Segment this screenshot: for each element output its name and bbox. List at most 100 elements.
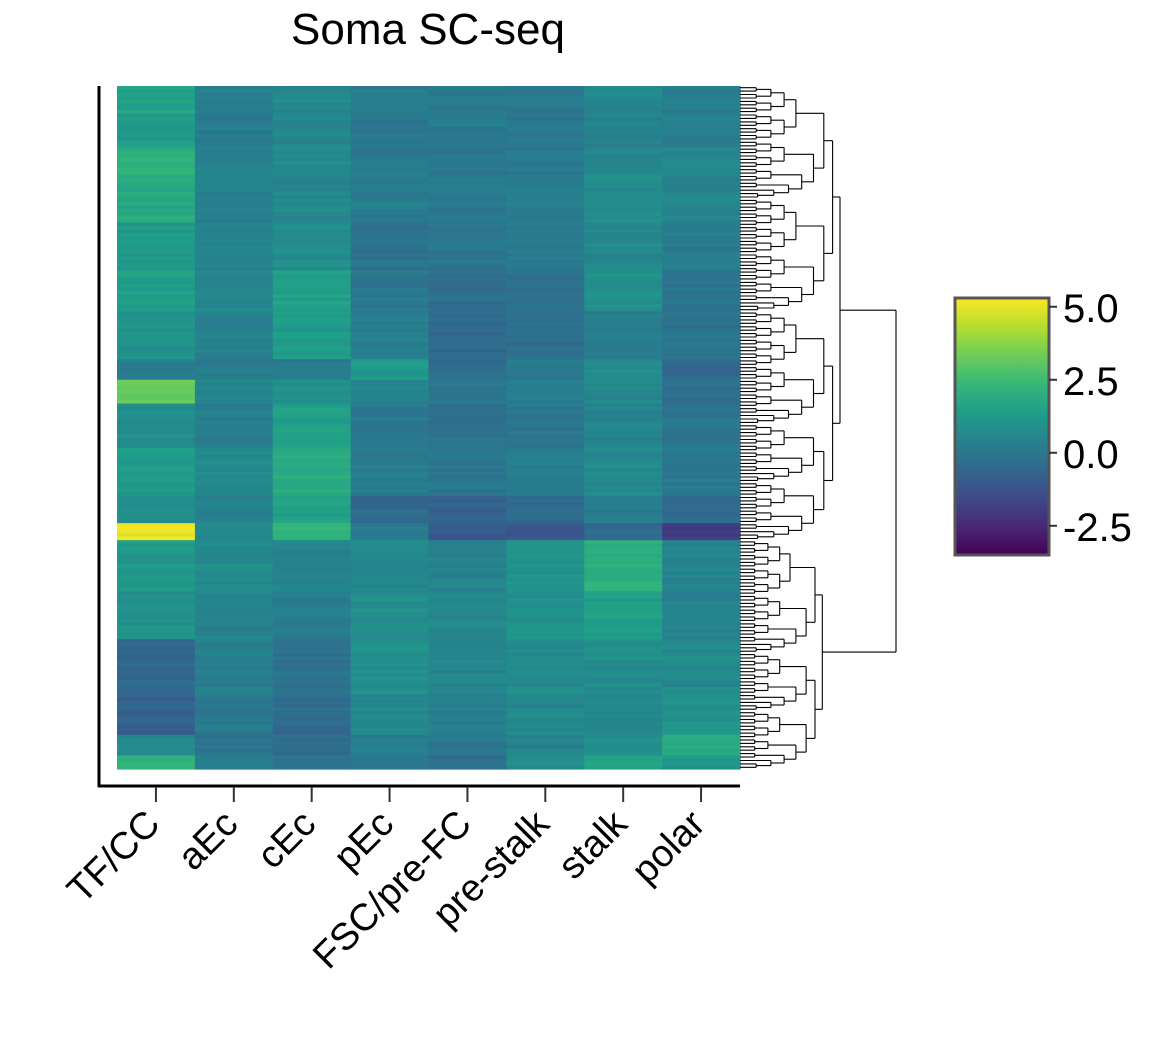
heatmap-cell (117, 581, 196, 586)
heatmap-cell (584, 284, 663, 289)
heatmap-cell (194, 581, 274, 586)
heatmap-cell (506, 533, 585, 538)
heatmap-cell (506, 345, 585, 350)
heatmap-cell (662, 150, 741, 155)
heatmap-cell (350, 584, 430, 589)
heatmap-cell (272, 280, 352, 285)
heatmap-cell (506, 407, 585, 412)
heatmap-cell (272, 400, 352, 405)
heatmap-cell (350, 348, 430, 353)
heatmap-cell (506, 618, 585, 623)
heatmap-cell (428, 738, 507, 743)
heatmap-cell (506, 724, 585, 729)
heatmap-cell (428, 407, 507, 412)
heatmap-cell (584, 123, 663, 128)
heatmap-cell (428, 628, 507, 633)
heatmap-cell (506, 263, 585, 268)
heatmap-cell (117, 331, 196, 336)
heatmap-cell (194, 704, 274, 709)
heatmap-cell (272, 707, 352, 712)
heatmap-cell (662, 92, 741, 97)
heatmap-cell (194, 646, 274, 651)
heatmap-cell (584, 338, 663, 343)
heatmap-cell (350, 154, 430, 159)
heatmap-cell (506, 652, 585, 657)
heatmap-cell (272, 113, 352, 118)
heatmap-cell (194, 642, 274, 647)
heatmap-cell (350, 570, 430, 575)
heatmap-cell (428, 734, 507, 739)
heatmap-cell (584, 239, 663, 244)
heatmap-cell (428, 659, 507, 664)
heatmap-cell (117, 495, 196, 500)
heatmap-cell (584, 632, 663, 637)
heatmap-cell (272, 444, 352, 449)
heatmap-cell (506, 205, 585, 210)
heatmap-cell (194, 574, 274, 579)
heatmap-cell (272, 482, 352, 487)
heatmap-cell (662, 359, 741, 364)
heatmap-cell (194, 321, 274, 326)
heatmap-cell (350, 239, 430, 244)
heatmap-cell (194, 314, 274, 319)
heatmap-cell (428, 229, 507, 234)
heatmap-cell (350, 185, 430, 190)
heatmap-cell (584, 212, 663, 217)
heatmap-cell (194, 458, 274, 463)
heatmap-cell (506, 236, 585, 241)
heatmap-cell (428, 103, 507, 108)
heatmap-cell (428, 273, 507, 278)
heatmap-cell (662, 314, 741, 319)
heatmap-cell (584, 502, 663, 507)
heatmap-cell (428, 468, 507, 473)
heatmap-cell (117, 362, 196, 367)
heatmap-cell (506, 362, 585, 367)
heatmap-cell (584, 352, 663, 357)
heatmap-cell (428, 437, 507, 442)
heatmap-cell (350, 717, 430, 722)
heatmap-cell (662, 188, 741, 193)
heatmap-cell (272, 564, 352, 569)
heatmap-cell (272, 116, 352, 121)
heatmap-cell (194, 611, 274, 616)
heatmap-cell (584, 690, 663, 695)
heatmap-cell (428, 157, 507, 162)
heatmap-cell (194, 721, 274, 726)
heatmap-cell (194, 335, 274, 340)
heatmap-cell (194, 762, 274, 767)
heatmap-cell (506, 243, 585, 248)
heatmap-cell (272, 195, 352, 200)
heatmap-cell (584, 622, 663, 627)
heatmap-cell (194, 376, 274, 381)
heatmap-cell (428, 253, 507, 258)
heatmap-cell (350, 369, 430, 374)
heatmap-cell (584, 465, 663, 470)
heatmap-cell (350, 601, 430, 606)
heatmap-cell (584, 301, 663, 306)
heatmap-cell (506, 495, 585, 500)
heatmap-cell (350, 273, 430, 278)
heatmap-cell (506, 86, 585, 91)
heatmap-cell (117, 523, 196, 528)
heatmap-cell (194, 536, 274, 541)
heatmap-cell (117, 451, 196, 456)
heatmap-cell (584, 611, 663, 616)
heatmap-cell (428, 697, 507, 702)
heatmap-cell (194, 249, 274, 254)
heatmap-cell (506, 598, 585, 603)
heatmap-cell (584, 174, 663, 179)
heatmap-cell (350, 553, 430, 558)
heatmap-cell (428, 687, 507, 692)
heatmap-cell (662, 704, 741, 709)
heatmap-cell (194, 133, 274, 138)
heatmap-cell (428, 656, 507, 661)
heatmap-cell (428, 161, 507, 166)
heatmap-cell (428, 311, 507, 316)
heatmap-cell (350, 547, 430, 552)
heatmap-cell (350, 140, 430, 145)
heatmap-cell (428, 751, 507, 756)
heatmap-cell (662, 564, 741, 569)
heatmap-cell (117, 348, 196, 353)
heatmap-cell (584, 328, 663, 333)
heatmap-cell (350, 659, 430, 664)
